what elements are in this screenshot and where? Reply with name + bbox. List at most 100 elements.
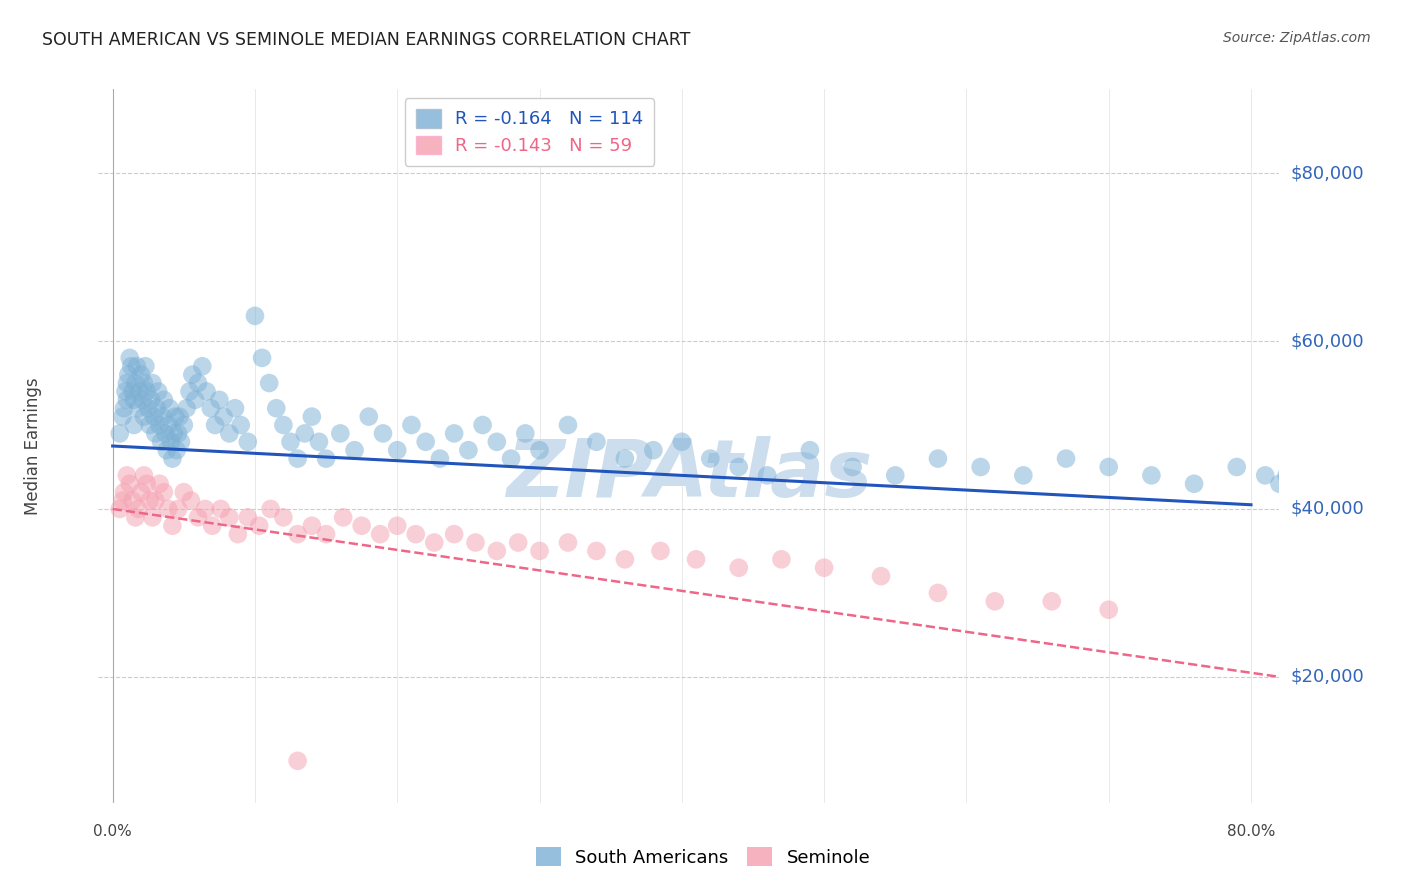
Point — [1140, 468, 1163, 483]
Point — [121, 493, 143, 508]
Point — [173, 485, 195, 500]
Point — [141, 376, 163, 390]
Point — [195, 384, 218, 399]
Point — [143, 426, 166, 441]
Point — [150, 434, 173, 449]
Point — [149, 476, 172, 491]
Point — [218, 426, 240, 441]
Point — [884, 468, 907, 483]
Point — [141, 510, 163, 524]
Point — [124, 376, 146, 390]
Point — [187, 376, 209, 390]
Point — [357, 409, 380, 424]
Point — [423, 535, 446, 549]
Point — [1182, 476, 1205, 491]
Point — [153, 392, 176, 407]
Point — [485, 434, 508, 449]
Point — [112, 401, 135, 416]
Point — [387, 443, 409, 458]
Point — [200, 401, 222, 416]
Point — [1289, 485, 1312, 500]
Point — [287, 451, 309, 466]
Point — [287, 754, 309, 768]
Point — [180, 493, 202, 508]
Point — [111, 409, 134, 424]
Point — [121, 384, 143, 399]
Point — [508, 535, 530, 549]
Text: ZIPAtlas: ZIPAtlas — [506, 435, 872, 514]
Point — [157, 417, 180, 432]
Point — [127, 502, 149, 516]
Point — [1285, 476, 1308, 491]
Point — [167, 502, 190, 516]
Point — [117, 368, 139, 382]
Point — [108, 426, 131, 441]
Point — [118, 476, 141, 491]
Point — [187, 510, 209, 524]
Point — [212, 409, 235, 424]
Point — [108, 502, 131, 516]
Point — [1279, 476, 1302, 491]
Point — [301, 409, 323, 424]
Point — [308, 434, 330, 449]
Point — [191, 359, 214, 374]
Point — [485, 544, 508, 558]
Point — [229, 417, 252, 432]
Legend: South Americans, Seminole: South Americans, Seminole — [529, 840, 877, 874]
Text: Source: ZipAtlas.com: Source: ZipAtlas.com — [1223, 31, 1371, 45]
Point — [124, 510, 146, 524]
Point — [132, 409, 155, 424]
Point — [1275, 468, 1298, 483]
Text: Median Earnings: Median Earnings — [24, 377, 42, 515]
Point — [112, 485, 135, 500]
Point — [138, 417, 160, 432]
Point — [841, 460, 863, 475]
Point — [120, 359, 142, 374]
Point — [129, 368, 152, 382]
Point — [464, 535, 486, 549]
Point — [162, 451, 184, 466]
Point — [287, 527, 309, 541]
Point — [371, 426, 394, 441]
Point — [927, 451, 949, 466]
Legend: R = -0.164   N = 114, R = -0.143   N = 59: R = -0.164 N = 114, R = -0.143 N = 59 — [405, 98, 654, 166]
Point — [266, 401, 288, 416]
Point — [350, 518, 373, 533]
Point — [152, 409, 174, 424]
Text: 0.0%: 0.0% — [93, 824, 132, 838]
Point — [209, 502, 232, 516]
Point — [699, 451, 721, 466]
Point — [585, 434, 607, 449]
Point — [515, 426, 537, 441]
Point — [169, 409, 191, 424]
Point — [135, 476, 157, 491]
Point — [243, 309, 266, 323]
Point — [685, 552, 707, 566]
Point — [170, 434, 193, 449]
Point — [671, 434, 693, 449]
Point — [1054, 451, 1077, 466]
Point — [145, 401, 167, 416]
Point — [204, 417, 226, 432]
Point — [176, 401, 198, 416]
Point — [368, 527, 391, 541]
Point — [208, 392, 231, 407]
Point — [429, 451, 451, 466]
Point — [129, 485, 152, 500]
Point — [770, 552, 793, 566]
Point — [194, 502, 217, 516]
Point — [201, 518, 224, 533]
Point — [131, 392, 153, 407]
Point — [153, 485, 176, 500]
Point — [727, 460, 749, 475]
Point — [650, 544, 672, 558]
Point — [142, 409, 165, 424]
Point — [557, 535, 579, 549]
Point — [135, 384, 157, 399]
Point — [1282, 468, 1305, 483]
Point — [280, 434, 302, 449]
Point — [727, 560, 749, 574]
Text: SOUTH AMERICAN VS SEMINOLE MEDIAN EARNINGS CORRELATION CHART: SOUTH AMERICAN VS SEMINOLE MEDIAN EARNIN… — [42, 31, 690, 49]
Point — [257, 376, 280, 390]
Point — [405, 527, 427, 541]
